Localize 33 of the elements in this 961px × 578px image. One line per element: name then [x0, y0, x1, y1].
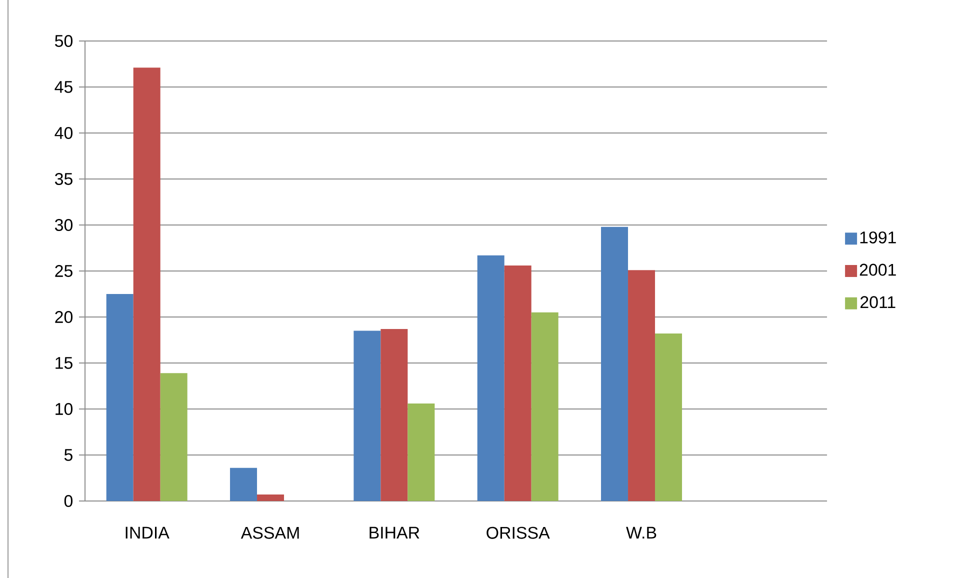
x-tick-label: INDIA	[126, 526, 170, 538]
bar	[655, 334, 682, 501]
y-tick-label: 25	[55, 264, 72, 277]
y-tick-label: 35	[54, 172, 72, 185]
bar	[504, 265, 532, 501]
y-tick-label: 20	[55, 310, 73, 323]
bar	[354, 330, 381, 501]
y-tick-label: 0	[64, 494, 73, 507]
x-tick-label: ASSAM	[240, 526, 299, 539]
bar	[230, 468, 258, 501]
bar	[531, 312, 558, 501]
legend-label: 1991	[860, 231, 896, 244]
x-tick-label: ORISSA	[486, 526, 550, 539]
legend-label: 2011	[860, 296, 896, 308]
y-tick-label: 5	[64, 449, 72, 461]
bar	[106, 294, 134, 501]
bar	[257, 494, 284, 501]
y-tick-label: 45	[54, 81, 72, 93]
bar	[601, 226, 628, 501]
bar	[160, 373, 188, 501]
bar	[477, 255, 504, 501]
bar	[408, 403, 435, 501]
legend-label: 2001	[860, 264, 896, 276]
y-tick-label: 15	[56, 357, 72, 369]
x-tick-label: BIHAR	[370, 526, 420, 538]
y-tick-label: 50	[55, 34, 73, 47]
y-tick-label: 40	[54, 126, 73, 139]
bar	[628, 270, 656, 501]
y-tick-label: 30	[54, 218, 73, 231]
x-tick-label: W.B	[626, 526, 656, 538]
y-tick-label: 10	[56, 402, 73, 415]
bar	[380, 328, 408, 501]
bar	[133, 68, 160, 501]
